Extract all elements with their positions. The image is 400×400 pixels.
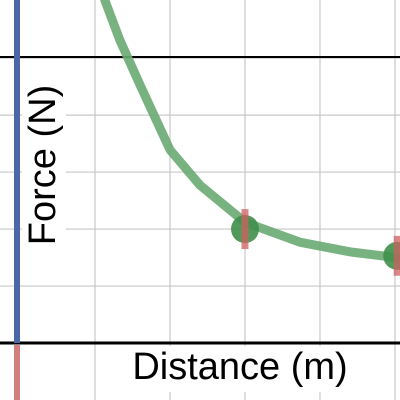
x-axis-label: Distance (m) [132,346,347,388]
label-bg [104,346,376,392]
label-bg [22,100,66,230]
curve [100,0,400,263]
marks [100,0,400,276]
y-axis-label: Force (N) [22,85,64,245]
